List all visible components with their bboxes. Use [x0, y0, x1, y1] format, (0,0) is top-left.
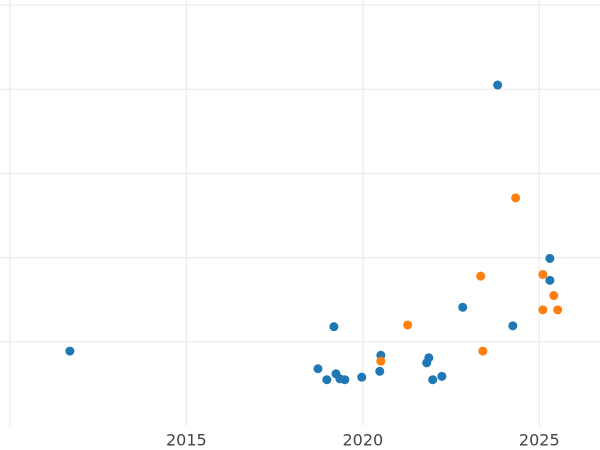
x-tick-label: 2025	[519, 431, 560, 450]
point	[357, 372, 367, 382]
point	[545, 275, 555, 285]
point	[375, 366, 385, 376]
point	[476, 271, 486, 281]
point	[549, 291, 559, 301]
point	[553, 305, 563, 315]
point	[329, 322, 339, 332]
point	[428, 375, 438, 385]
point	[511, 193, 521, 203]
point	[340, 375, 350, 385]
point	[422, 358, 432, 368]
point	[65, 346, 75, 356]
point	[322, 375, 332, 385]
point	[478, 346, 488, 356]
point	[545, 253, 555, 263]
point	[538, 269, 548, 279]
point	[493, 80, 503, 90]
point	[313, 364, 323, 374]
x-tick-label: 2020	[342, 431, 383, 450]
point	[458, 302, 468, 312]
point	[538, 305, 548, 315]
point	[376, 356, 386, 366]
point	[403, 320, 413, 330]
point	[508, 321, 518, 331]
point	[437, 371, 447, 381]
x-tick-label: 2015	[166, 431, 207, 450]
